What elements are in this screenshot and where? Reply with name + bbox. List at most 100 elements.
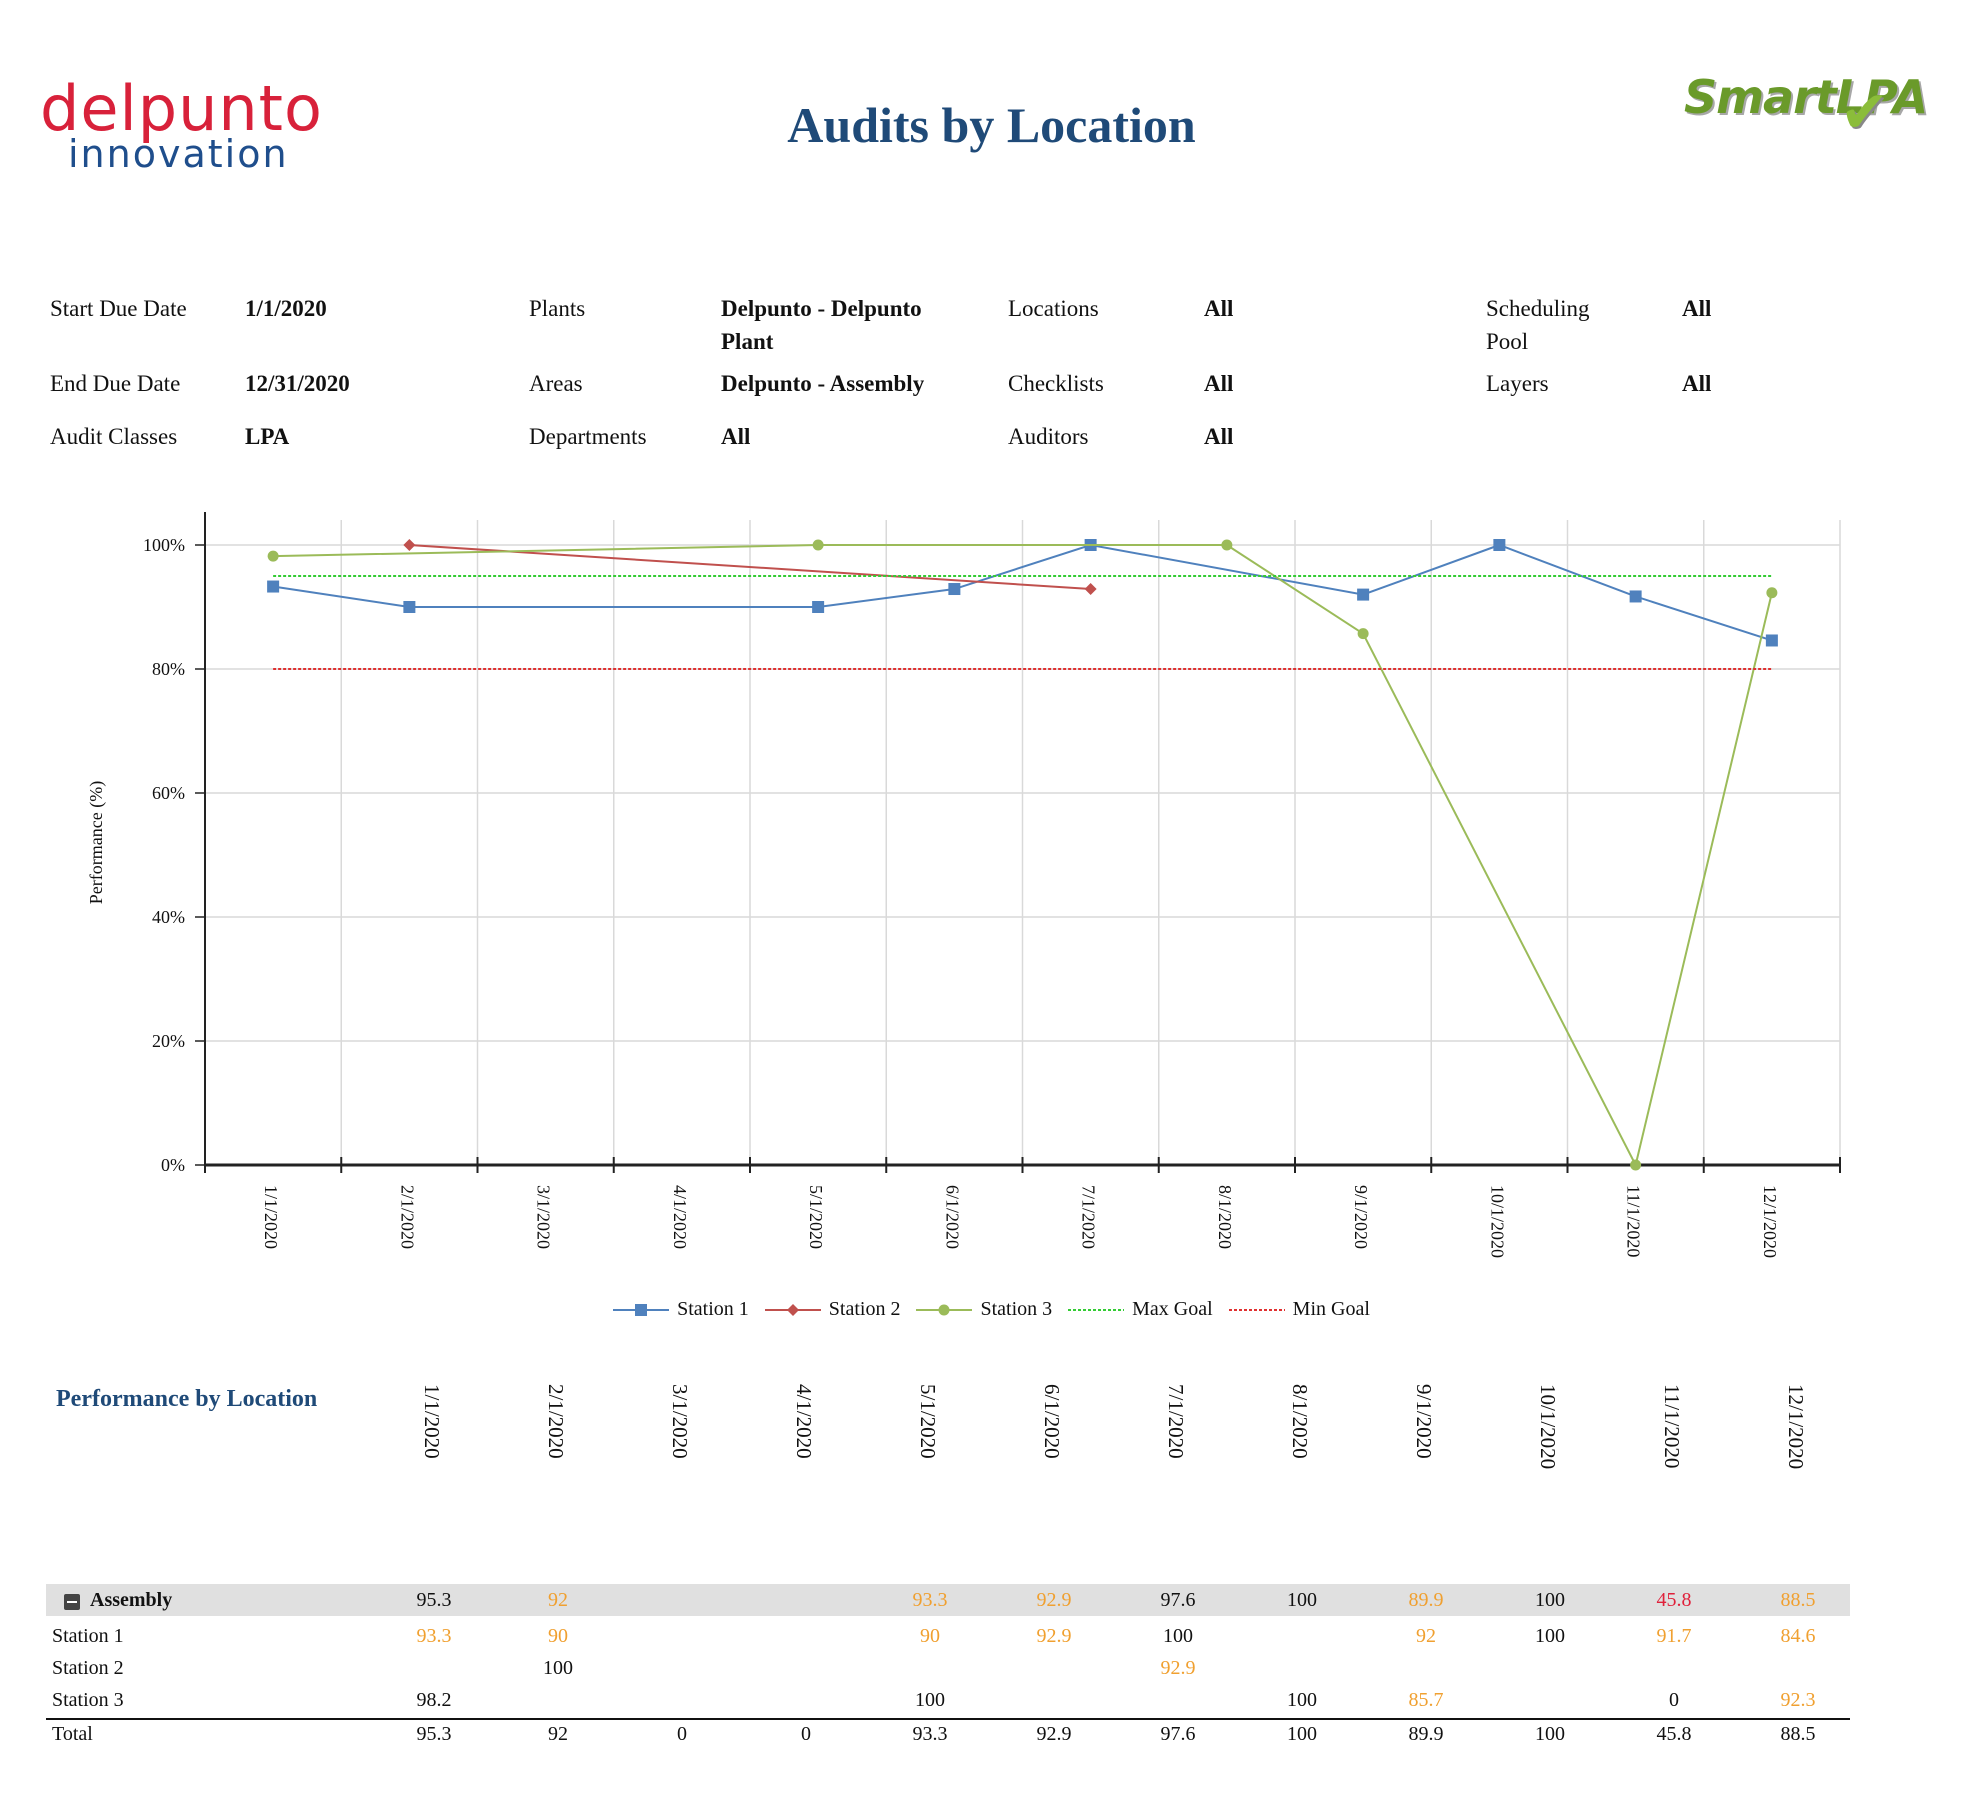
x-tick-label: 7/1/2020	[1079, 1185, 1099, 1249]
table-cell: 92	[548, 1589, 568, 1611]
column-header-text: 12/1/2020	[1784, 1384, 1808, 1470]
data-point-circle	[1630, 1159, 1642, 1171]
filter-label: End Due Date	[50, 371, 181, 396]
column-header-text: 8/1/2020	[1288, 1384, 1312, 1459]
legend-swatch	[1068, 1308, 1125, 1311]
table-cell: 100	[1287, 1589, 1317, 1611]
filter-value: All	[1682, 371, 1712, 396]
table-cell: 100	[543, 1657, 573, 1679]
table-row: Station 3 98.2 100 100 85.7 0 92.3	[46, 1684, 1850, 1716]
x-tick-label: 12/1/2020	[1760, 1185, 1780, 1258]
legend-item: Min Goal	[1228, 1298, 1370, 1321]
filter-value: All	[1204, 424, 1234, 449]
table-row: Station 1 93.3 90 90 92.9 100 92 100 91.7 84.6	[46, 1620, 1850, 1652]
filter-value: Delpunto - Delpunto Plant	[721, 296, 922, 354]
column-header-text: 6/1/2020	[1040, 1384, 1064, 1459]
table-cell: 100	[1287, 1723, 1317, 1745]
legend-swatch	[916, 1304, 973, 1315]
filter-label: Checklists	[1008, 371, 1104, 396]
data-point-circle	[1357, 628, 1369, 640]
data-point-square	[1629, 590, 1642, 603]
table-cell: 92.9	[1036, 1723, 1072, 1745]
y-tick-label: 0%	[161, 1155, 185, 1175]
row-label: Station 1	[52, 1625, 124, 1647]
table-group-row[interactable]: Assembly 95.3 92 93.3 92.9 97.6 100 89.9 100 45.8…	[46, 1584, 1850, 1616]
legend-item: Station 1	[613, 1298, 749, 1321]
table-cell: 95.3	[416, 1723, 452, 1745]
row-label: Station 2	[52, 1657, 124, 1679]
legend-label: Min Goal	[1292, 1298, 1370, 1320]
performance-table-title: Performance by Location	[56, 1386, 318, 1412]
filter-label: Audit Classes	[50, 424, 178, 449]
filter-value: All	[1204, 371, 1234, 396]
table-cell: 97.6	[1160, 1723, 1196, 1745]
delpunto-logo-top-text: delpunto	[40, 72, 323, 145]
table-column-header: 3/1/2020	[620, 1384, 740, 1494]
column-header-text: 7/1/2020	[1164, 1384, 1188, 1459]
filter-label: Scheduling Pool	[1486, 296, 1590, 354]
data-point-square	[403, 601, 416, 613]
table-cell: 91.7	[1656, 1625, 1692, 1647]
column-header-text: 1/1/2020	[420, 1384, 444, 1459]
table-column-header: 9/1/2020	[1364, 1384, 1484, 1494]
table-cell: 92.3	[1780, 1689, 1816, 1711]
x-tick-label: 11/1/2020	[1624, 1185, 1644, 1257]
table-cell: 100	[1287, 1689, 1317, 1711]
row-label: Assembly	[90, 1589, 173, 1611]
column-header-text: 4/1/2020	[792, 1384, 816, 1459]
table-column-header: 4/1/2020	[744, 1384, 864, 1494]
table-column-header: 8/1/2020	[1240, 1384, 1360, 1494]
legend-swatch	[1228, 1308, 1285, 1311]
filter-label: Locations	[1008, 296, 1099, 321]
x-tick-label: 10/1/2020	[1487, 1185, 1507, 1258]
table-cell: 0	[677, 1723, 687, 1745]
table-cell: 100	[1163, 1625, 1193, 1647]
filter-value: 12/31/2020	[245, 371, 350, 396]
filter-value: 1/1/2020	[245, 296, 327, 321]
data-point-diamond	[1084, 583, 1097, 596]
filter-label: Auditors	[1008, 424, 1089, 449]
column-header-text: 11/1/2020	[1660, 1384, 1684, 1469]
table-column-header: 12/1/2020	[1736, 1384, 1856, 1494]
filter-label: Plants	[529, 296, 586, 321]
filter-label: Areas	[529, 371, 583, 396]
chart-legend: Station 1 Station 2 Station 3 Max Goal Min G…	[0, 1298, 1983, 1321]
table-row: Station 2 100 92.9	[46, 1652, 1850, 1684]
column-header-text: 5/1/2020	[916, 1384, 940, 1459]
x-tick-label: 5/1/2020	[806, 1185, 826, 1249]
legend-item: Max Goal	[1068, 1298, 1213, 1321]
smartlpa-logo-text: SmartLPA	[1684, 70, 1928, 124]
table-total-row: Total 95.3 92 0 0 93.3 92.9 97.6 100 89.9 100 45.8 8…	[46, 1718, 1850, 1750]
chart-grid	[205, 520, 1841, 1165]
table-cell: 93.3	[912, 1589, 948, 1611]
y-tick-label: 80%	[152, 659, 185, 679]
data-point-circle	[812, 539, 824, 551]
table-cell: 100	[1535, 1625, 1565, 1647]
legend-swatch	[613, 1303, 670, 1316]
x-tick-label: 8/1/2020	[1215, 1185, 1235, 1249]
y-tick-label: 100%	[143, 535, 185, 555]
legend-item: Station 2	[764, 1298, 901, 1321]
x-tick-label: 4/1/2020	[670, 1185, 690, 1249]
table-cell: 100	[1535, 1723, 1565, 1745]
performance-line-chart: 0% 20% 40% 60% 80% 100% 1/1/2020 2/1/2020 3/1/20…	[86, 512, 1841, 1258]
x-tick-label: 1/1/2020	[261, 1185, 281, 1249]
filter-value: All	[1204, 296, 1234, 321]
data-point-square	[812, 601, 825, 613]
series-line	[409, 544, 1091, 591]
table-cell: 93.3	[912, 1723, 948, 1745]
x-tick-label: 9/1/2020	[1351, 1185, 1371, 1249]
y-tick-label: 60%	[152, 783, 185, 803]
legend-label: Max Goal	[1132, 1298, 1213, 1320]
y-tick-label: 40%	[152, 907, 185, 927]
data-point-square	[1357, 588, 1370, 601]
table-column-header: 6/1/2020	[992, 1384, 1112, 1494]
legend-label: Station 3	[980, 1298, 1053, 1320]
table-column-header: 1/1/2020	[372, 1384, 492, 1494]
data-point-square	[1493, 539, 1506, 551]
legend-label: Station 2	[828, 1298, 901, 1320]
smartlpa-logo: SmartLPA ✔	[1660, 66, 1960, 146]
total-divider	[46, 1718, 1850, 1720]
collapse-icon[interactable]	[64, 1594, 80, 1610]
column-header-text: 9/1/2020	[1412, 1384, 1436, 1459]
